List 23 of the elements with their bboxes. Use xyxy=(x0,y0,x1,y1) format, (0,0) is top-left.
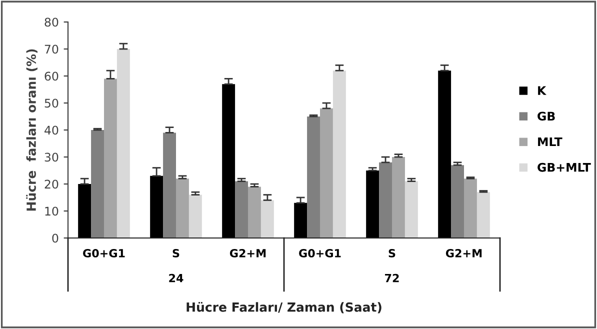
x-tick-label: G0+G1 xyxy=(299,249,341,258)
legend-label: MLT xyxy=(538,137,562,146)
x-axis-title: Hücre Fazları/ Zaman (Saat) xyxy=(186,302,382,314)
x-tick-label: G0+G1 xyxy=(83,249,125,258)
y-tick-label: 50 xyxy=(44,98,58,108)
x-tick-label: S xyxy=(388,249,396,258)
y-tick-label: 70 xyxy=(44,44,58,54)
y-tick-label: 30 xyxy=(44,152,58,162)
legend-label: GB+MLT xyxy=(538,162,591,172)
y-tick-label: 40 xyxy=(44,126,58,135)
text: 72 xyxy=(385,274,399,282)
y-tick-label: 60 xyxy=(44,72,58,81)
y-tick-label: 20 xyxy=(44,180,58,189)
legend-label: K xyxy=(538,86,546,95)
x-tick-label: G2+M xyxy=(230,249,266,258)
y-tick-label: 0 xyxy=(52,234,58,243)
y-axis-title: Hücre fazları oranı (%) xyxy=(26,49,38,211)
y-tick-label: 10 xyxy=(45,206,58,216)
x-tick-label: S xyxy=(172,249,180,258)
legend-label: GB xyxy=(538,112,555,121)
x-tick-label: G2+M xyxy=(446,249,482,258)
text: 24 xyxy=(169,274,184,282)
y-tick-label: 80 xyxy=(44,18,58,27)
